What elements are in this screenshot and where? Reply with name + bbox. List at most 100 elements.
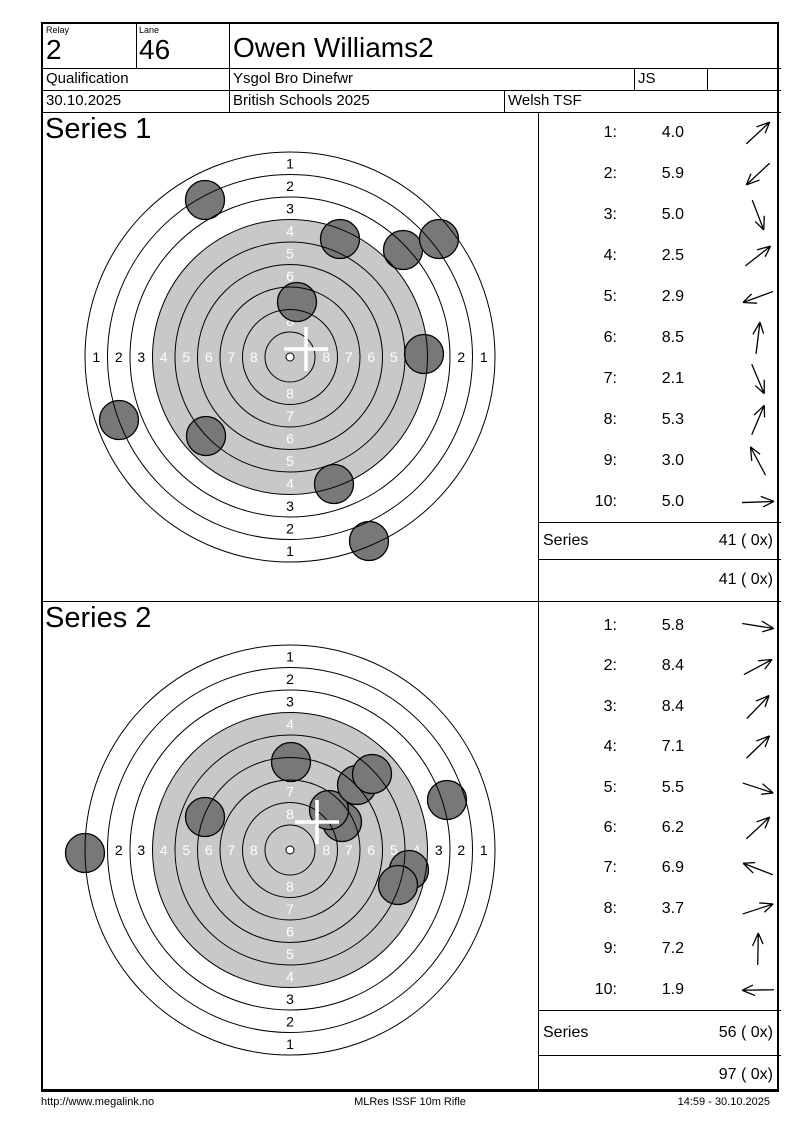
- shot-hole: [184, 796, 226, 838]
- shot-number: 10:: [594, 980, 617, 998]
- shot-number: 1:: [603, 124, 617, 141]
- shot-direction-arrow: [746, 735, 771, 759]
- ring-label: 5: [182, 349, 190, 365]
- shot-value: 2.5: [661, 247, 684, 264]
- shot-number: 9:: [603, 452, 617, 469]
- shot-number: 3:: [603, 697, 617, 715]
- series-1-title: Series 1: [45, 113, 152, 145]
- shot-score-row: 4: 2.5: [538, 235, 781, 276]
- shot-number: 5:: [603, 778, 617, 796]
- score-list-series-1: 1: 4.0 2: 5.9 3: 5.0 4: 2.5 5: 2.9 6: 8.5 7: 2.1 8: 5.3…: [538, 112, 781, 522]
- shot-value: 8.4: [661, 697, 684, 715]
- ring-label: 6: [367, 349, 375, 365]
- shot-number: 3:: [603, 206, 617, 223]
- relay-value: 2: [46, 34, 62, 65]
- shooter-name: Owen Williams2: [233, 32, 434, 63]
- shot-hole: [351, 753, 393, 795]
- ring-label: 6: [205, 842, 213, 858]
- shot-value: 2.9: [661, 288, 684, 305]
- ring-label: 2: [286, 1013, 294, 1029]
- score-list-series-2: 1: 5.8 2: 8.4 3: 8.4 4: 7.1 5: 5.5 6: 6.2 7: 6.9 8: 3.7…: [538, 606, 781, 1010]
- ring-label: 5: [286, 946, 294, 962]
- ring-label: 4: [160, 349, 168, 365]
- lane-label: Lane: [139, 25, 160, 35]
- ring-circle: [129, 196, 451, 518]
- report-table: Relay 2 Lane 46 Owen Williams2 Qualifica…: [41, 22, 781, 1092]
- ring-label: 7: [227, 349, 235, 365]
- ring-circle: [264, 824, 316, 876]
- divider: [43, 90, 781, 91]
- divider: [538, 522, 781, 523]
- shot-direction-arrow: [741, 495, 775, 507]
- ring-label: 7: [286, 783, 294, 799]
- ring-label: 6: [286, 268, 294, 284]
- shot-score-row: 3: 8.4: [538, 687, 781, 727]
- ring-label: 8: [250, 842, 258, 858]
- match-total: 97 ( 0x): [718, 1066, 773, 1083]
- shot-direction-arrow: [744, 245, 772, 266]
- center-dot: [285, 352, 295, 362]
- shot-value: 3.7: [661, 899, 684, 917]
- divider: [136, 24, 137, 68]
- shot-number: 4:: [603, 247, 617, 264]
- ring-label: 1: [92, 349, 100, 365]
- shot-direction-arrow: [749, 445, 767, 475]
- shot-value: 5.0: [661, 206, 684, 223]
- ring-label: 8: [286, 806, 294, 822]
- ring-label: 6: [367, 842, 375, 858]
- shot-direction-arrow: [742, 782, 774, 795]
- shot-score-row: 5: 5.5: [538, 768, 781, 808]
- shot-value: 7.1: [661, 738, 684, 756]
- shot-score-row: 5: 2.9: [538, 276, 781, 317]
- divider: [43, 112, 781, 113]
- shot-value: 5.9: [661, 165, 684, 182]
- ring-circle: [197, 757, 383, 943]
- ring-label: 7: [227, 842, 235, 858]
- ring-label: 5: [390, 349, 398, 365]
- shot-value: 8.4: [661, 657, 684, 675]
- shot-score-row: 9: 3.0: [538, 440, 781, 481]
- ring-label: 4: [286, 223, 294, 239]
- series-1-running-total: 41 ( 0x): [718, 571, 773, 588]
- shot-hole: [377, 864, 419, 906]
- shot-value: 7.2: [661, 940, 684, 958]
- shot-direction-arrow: [742, 290, 774, 304]
- shot-value: 1.9: [661, 980, 684, 998]
- shot-score-row: 10: 1.9: [538, 970, 781, 1010]
- shot-number: 9:: [603, 940, 617, 958]
- ring-label: 2: [115, 349, 123, 365]
- shot-value: 5.5: [661, 778, 684, 796]
- ring-label: 2: [286, 178, 294, 194]
- target-diagram-series-1: 11112222333344445555666677778888: [84, 151, 496, 563]
- ring-circle: [107, 667, 473, 1033]
- ring-circle: [264, 331, 316, 383]
- shot-direction-arrow: [751, 199, 765, 230]
- date-value: 30.10.2025: [46, 92, 122, 109]
- shot-value: 8.5: [661, 329, 684, 346]
- shot-direction-arrow: [745, 120, 771, 144]
- shot-direction-arrow: [752, 321, 765, 354]
- shot-score-row: 6: 8.5: [538, 317, 781, 358]
- ring-label: 3: [286, 991, 294, 1007]
- shot-direction-arrow: [741, 984, 775, 996]
- ring-label: 7: [286, 901, 294, 917]
- shot-number: 6:: [603, 819, 617, 836]
- ring-label: 3: [137, 842, 145, 858]
- ring-label: 6: [286, 923, 294, 939]
- ring-label: 8: [286, 878, 294, 894]
- lane-value: 46: [139, 34, 171, 65]
- ring-circle: [219, 286, 361, 428]
- ring-label: 5: [286, 453, 294, 469]
- ring-circle: [129, 689, 451, 1011]
- divider: [229, 24, 230, 112]
- shot-direction-arrow: [746, 694, 770, 719]
- score-column-divider: [538, 112, 539, 1091]
- ring-label: 1: [480, 842, 488, 858]
- shot-direction-arrow: [751, 404, 766, 435]
- shot-number: 7:: [603, 370, 617, 387]
- divider: [504, 90, 505, 112]
- shot-number: 2:: [603, 165, 617, 182]
- shot-direction-arrow: [743, 658, 773, 675]
- ring-label: 1: [286, 155, 294, 171]
- ring-label: 4: [286, 968, 294, 984]
